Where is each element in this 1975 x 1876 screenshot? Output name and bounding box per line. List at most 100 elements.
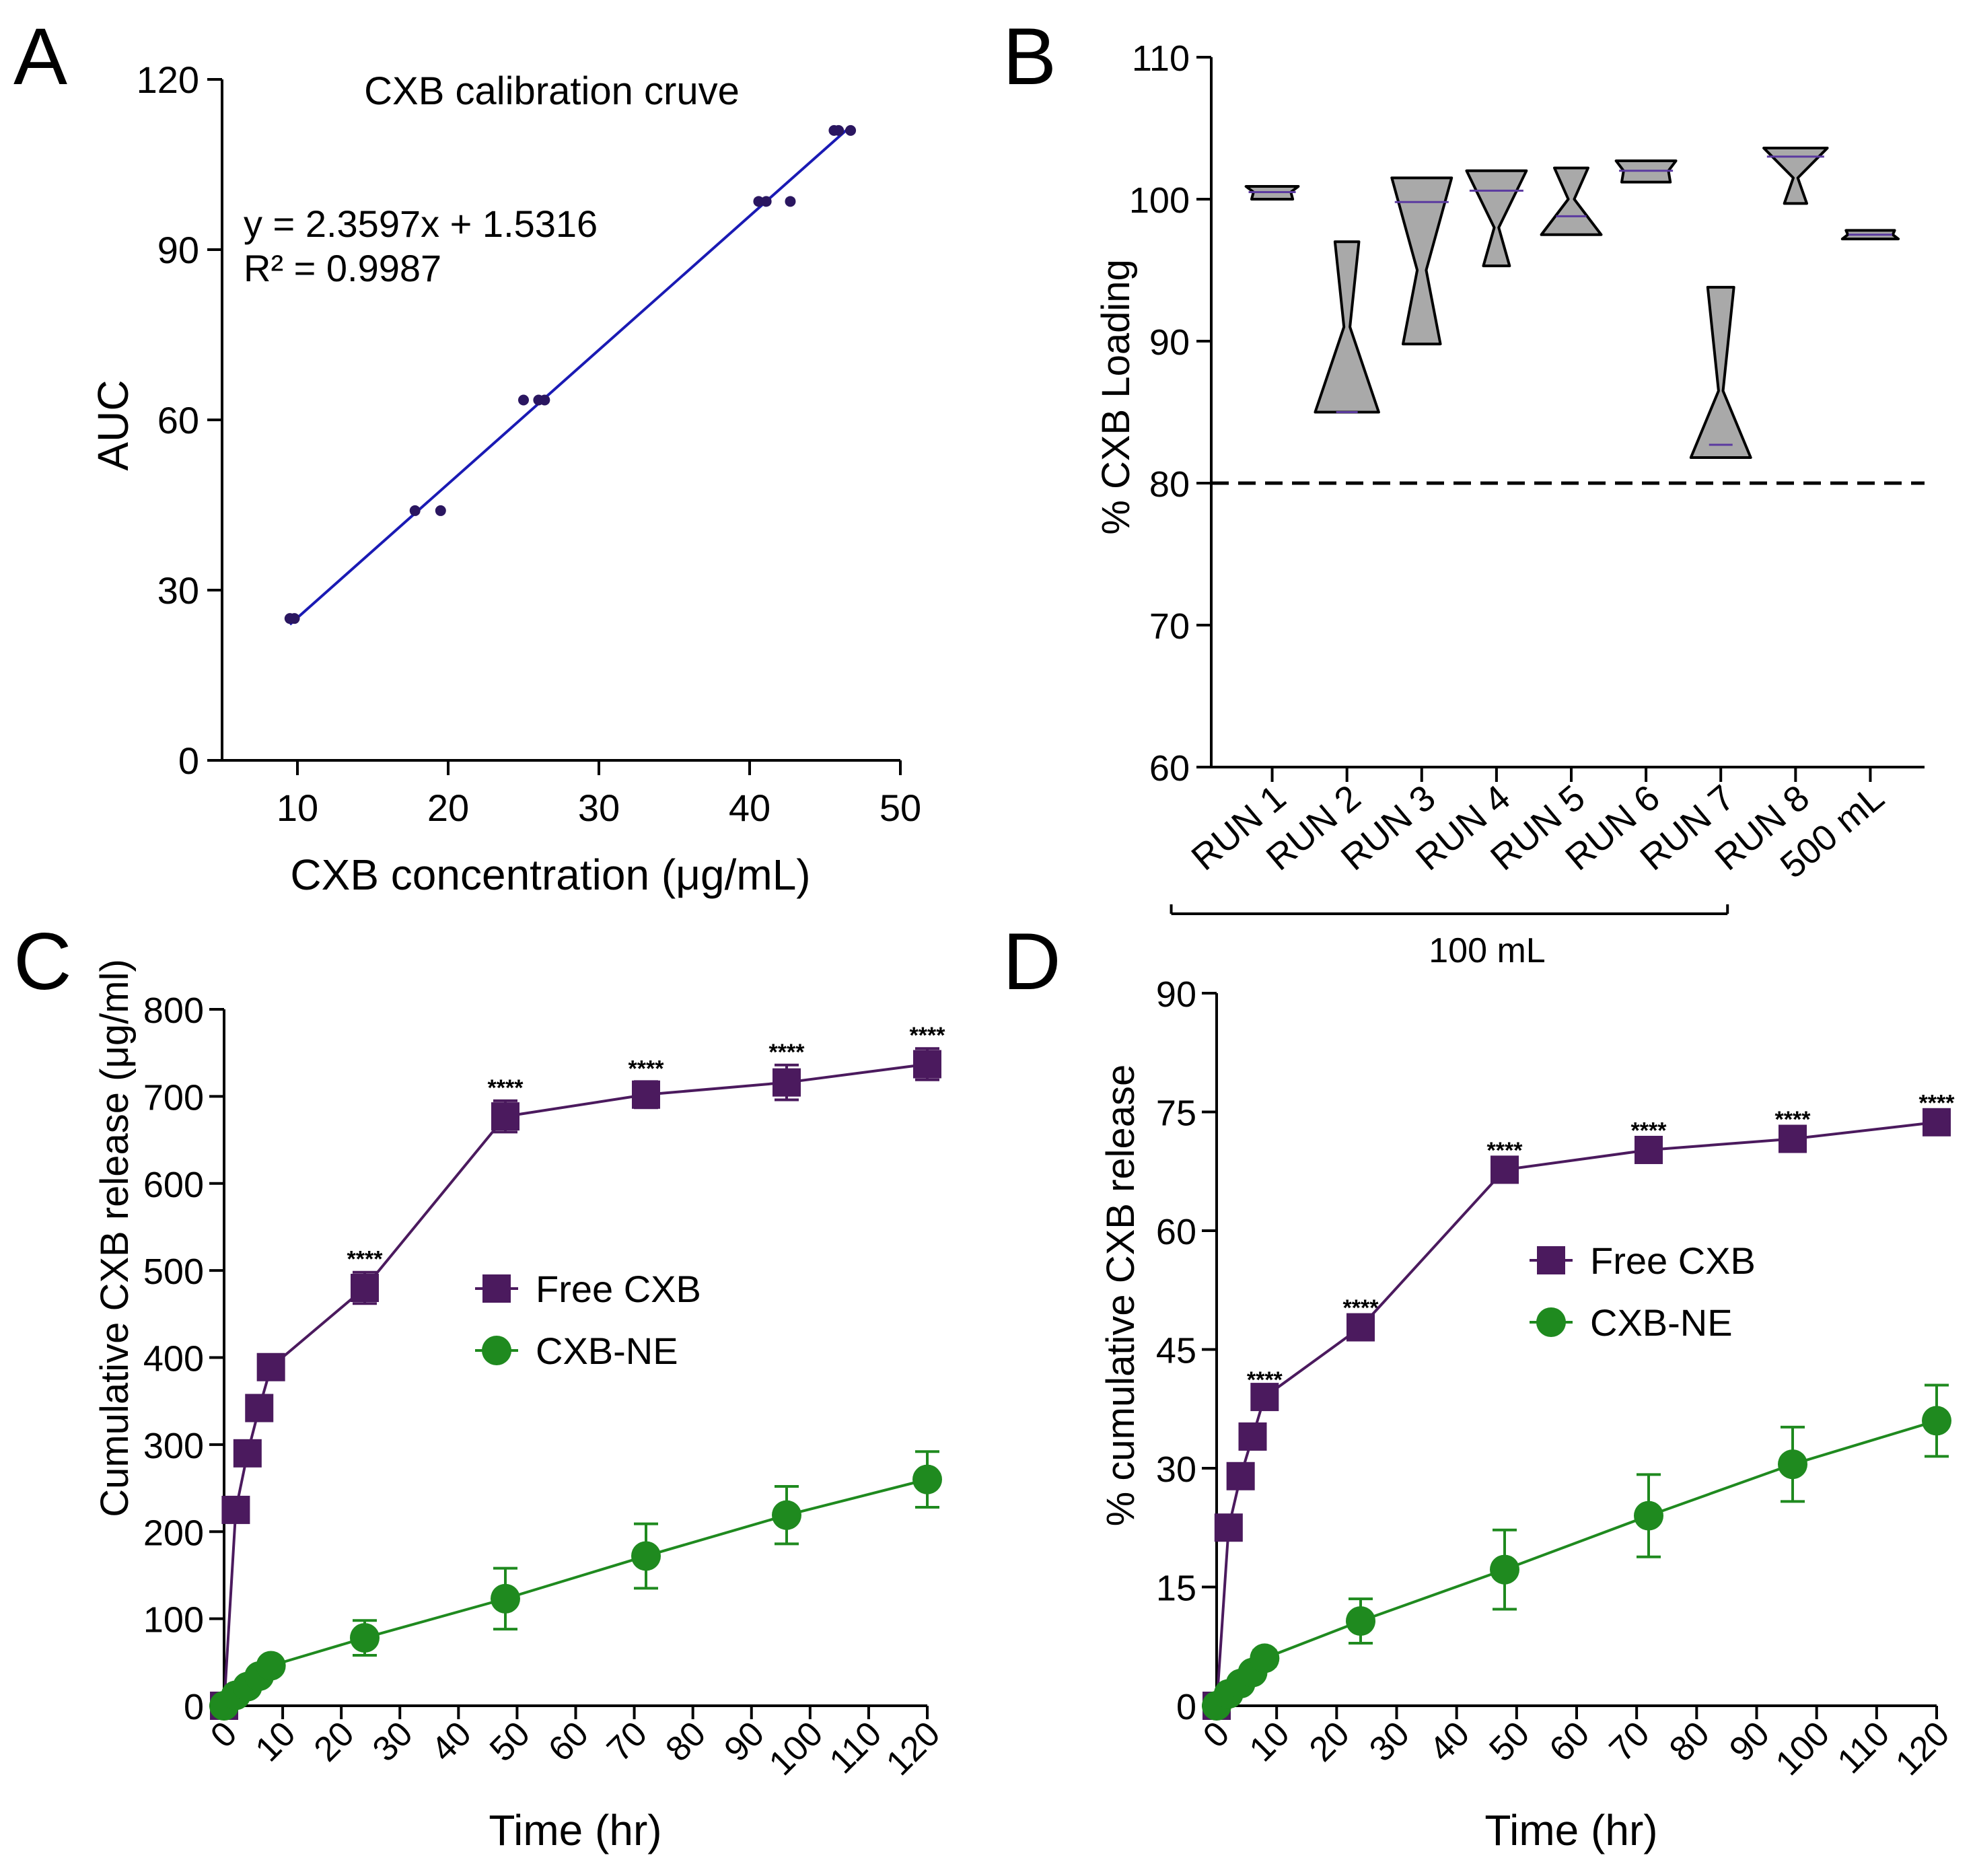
significance-marker: **** — [769, 1040, 805, 1065]
x-tick-label: 110 — [1830, 1714, 1898, 1781]
data-point-square — [1491, 1155, 1519, 1184]
y-tick-label: 700 — [143, 1077, 204, 1118]
significance-marker: **** — [1775, 1107, 1811, 1132]
violin — [1314, 240, 1380, 414]
y-tick-label: 0 — [178, 739, 199, 782]
data-point-square — [1250, 1383, 1279, 1412]
y-tick-label: 100 — [1129, 180, 1190, 221]
y-tick-label: 80 — [1149, 464, 1190, 505]
legend-marker-circle — [1536, 1307, 1566, 1337]
chart-a-xlabel: CXB concentration (μg/mL) — [290, 851, 810, 899]
violin — [1762, 147, 1829, 205]
significance-marker: **** — [629, 1056, 665, 1081]
x-tick-label: 80 — [1662, 1714, 1717, 1769]
legend-marker-square — [482, 1274, 511, 1303]
significance-marker: **** — [488, 1075, 524, 1101]
y-tick-label: 70 — [1149, 606, 1190, 647]
data-point-square — [491, 1102, 519, 1131]
data-point-square — [1635, 1135, 1663, 1164]
chart-b-ylabel: % CXB Loading — [1094, 259, 1138, 534]
significance-marker: **** — [910, 1023, 946, 1048]
y-tick-label: 30 — [157, 569, 199, 612]
data-point-circle — [772, 1500, 801, 1530]
x-tick-label: 90 — [717, 1714, 772, 1769]
y-tick-label: 90 — [157, 229, 199, 271]
violin — [1540, 166, 1603, 236]
fit-line — [289, 128, 849, 626]
x-tick-label: 10 — [248, 1714, 303, 1769]
violin — [1465, 169, 1528, 268]
data-point-circle — [1490, 1554, 1519, 1585]
chart-a-r2: R² = 0.9987 — [244, 247, 441, 289]
panel-a-calibration-chart: CXB calibration cruve y = 2.3597x + 1.53… — [89, 59, 921, 899]
data-point-square — [1214, 1513, 1243, 1542]
x-tick-label: 120 — [1888, 1714, 1957, 1782]
y-tick-label: 45 — [1156, 1331, 1196, 1371]
significance-marker: **** — [1631, 1118, 1667, 1144]
y-tick-label: 800 — [143, 990, 204, 1031]
x-tick-label: 30 — [365, 1714, 421, 1769]
data-point-square — [1226, 1462, 1255, 1490]
panel-label-a: A — [13, 11, 67, 102]
chart-d-xlabel: Time (hr) — [1484, 1806, 1657, 1854]
chart-b-group-label: 100 mL — [1429, 931, 1545, 970]
x-tick-label: 20 — [1302, 1714, 1357, 1769]
data-point-square — [1923, 1108, 1951, 1137]
data-point-circle — [1250, 1643, 1280, 1673]
legend-label: CXB-NE — [1590, 1301, 1733, 1344]
data-point-circle — [631, 1541, 661, 1571]
panel-label-c: C — [13, 916, 72, 1007]
x-tick-label: 120 — [879, 1714, 947, 1782]
data-point-circle — [350, 1623, 380, 1653]
x-tick-label: 60 — [541, 1714, 596, 1769]
data-point-circle — [491, 1583, 520, 1614]
data-point — [753, 196, 764, 207]
y-tick-label: 110 — [1132, 38, 1190, 79]
y-tick-label: 600 — [143, 1165, 204, 1205]
x-tick-label: 40 — [1422, 1714, 1477, 1769]
y-tick-label: 0 — [1176, 1687, 1196, 1727]
data-point — [785, 196, 796, 207]
violin — [1390, 176, 1453, 346]
y-tick-label: 0 — [184, 1687, 204, 1727]
data-point-square — [221, 1495, 250, 1524]
significance-marker: **** — [1343, 1295, 1379, 1321]
panel-label-b: B — [1003, 11, 1056, 102]
x-tick-label: 70 — [1602, 1714, 1657, 1769]
data-point-square — [632, 1080, 660, 1109]
significance-marker: **** — [1487, 1138, 1523, 1163]
x-tick-label: 90 — [1722, 1714, 1777, 1769]
x-tick-label: 100 — [1768, 1714, 1837, 1782]
chart-c-xlabel: Time (hr) — [489, 1806, 661, 1854]
x-tick-label: 10 — [1242, 1714, 1297, 1769]
data-point-square — [913, 1050, 941, 1079]
data-point — [845, 124, 857, 136]
x-tick-label: 70 — [600, 1714, 655, 1769]
x-tick-label: 50 — [482, 1714, 538, 1769]
x-tick-label: 110 — [822, 1714, 890, 1781]
legend-label: Free CXB — [536, 1268, 701, 1310]
y-tick-label: 90 — [1149, 322, 1190, 363]
data-point-square — [245, 1394, 274, 1422]
chart-c-ylabel: Cumulative CXB release (μg/ml) — [93, 959, 137, 1517]
x-tick-label: 50 — [1482, 1714, 1537, 1769]
y-tick-label: 90 — [1156, 974, 1196, 1015]
data-point — [760, 196, 772, 207]
y-tick-label: 300 — [143, 1426, 204, 1466]
y-tick-label: 60 — [1149, 748, 1190, 789]
y-tick-label: 400 — [143, 1339, 204, 1379]
chart-a-ylabel: AUC — [89, 380, 137, 470]
series-line — [1215, 1120, 1937, 1706]
data-point — [518, 394, 529, 406]
y-tick-label: 100 — [143, 1600, 204, 1640]
x-tick-label: 30 — [578, 787, 620, 829]
x-tick-label: 60 — [1542, 1714, 1597, 1769]
data-point-circle — [912, 1464, 942, 1494]
chart-a-equation: y = 2.3597x + 1.5316 — [244, 203, 598, 245]
chart-a-title: CXB calibration cruve — [364, 69, 740, 113]
data-point-circle — [1778, 1449, 1807, 1480]
y-tick-label: 60 — [157, 399, 199, 441]
significance-marker: **** — [1247, 1367, 1283, 1393]
